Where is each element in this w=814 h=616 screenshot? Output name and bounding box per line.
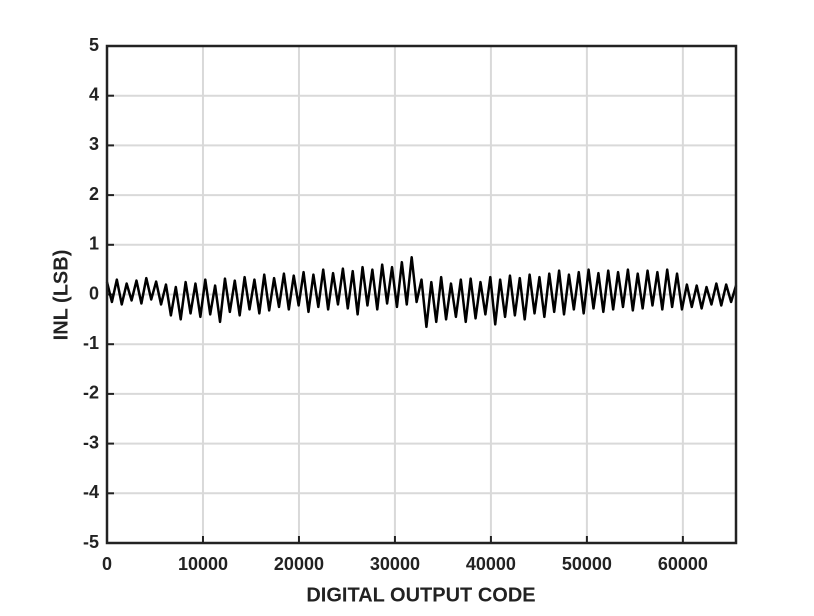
y-tick-label: -2 — [83, 383, 99, 403]
y-axis-label: INL (LSB) — [50, 250, 72, 341]
y-tick-label: -3 — [83, 432, 99, 452]
y-tick-label: 3 — [89, 134, 99, 154]
x-tick-label: 20000 — [274, 554, 324, 574]
y-tick-label: -5 — [83, 532, 99, 552]
y-tick-label: 5 — [89, 35, 99, 55]
y-tick-label: 4 — [89, 84, 99, 104]
x-tick-label: 10000 — [178, 554, 228, 574]
y-tick-label: -4 — [83, 482, 99, 502]
plot-frame — [105, 44, 738, 545]
x-tick-label: 30000 — [370, 554, 420, 574]
y-tick-label: 0 — [89, 283, 99, 303]
y-tick-label: -1 — [83, 333, 99, 353]
x-tick-label: 60000 — [658, 554, 708, 574]
x-tick-label: 40000 — [466, 554, 516, 574]
x-tick-label: 50000 — [562, 554, 612, 574]
data-line — [105, 255, 738, 329]
x-tick-label: 0 — [102, 554, 112, 574]
y-tick-label: 1 — [89, 234, 99, 254]
y-tick-label: 2 — [89, 184, 99, 204]
x-axis-label: DIGITAL OUTPUT CODE — [306, 584, 535, 606]
